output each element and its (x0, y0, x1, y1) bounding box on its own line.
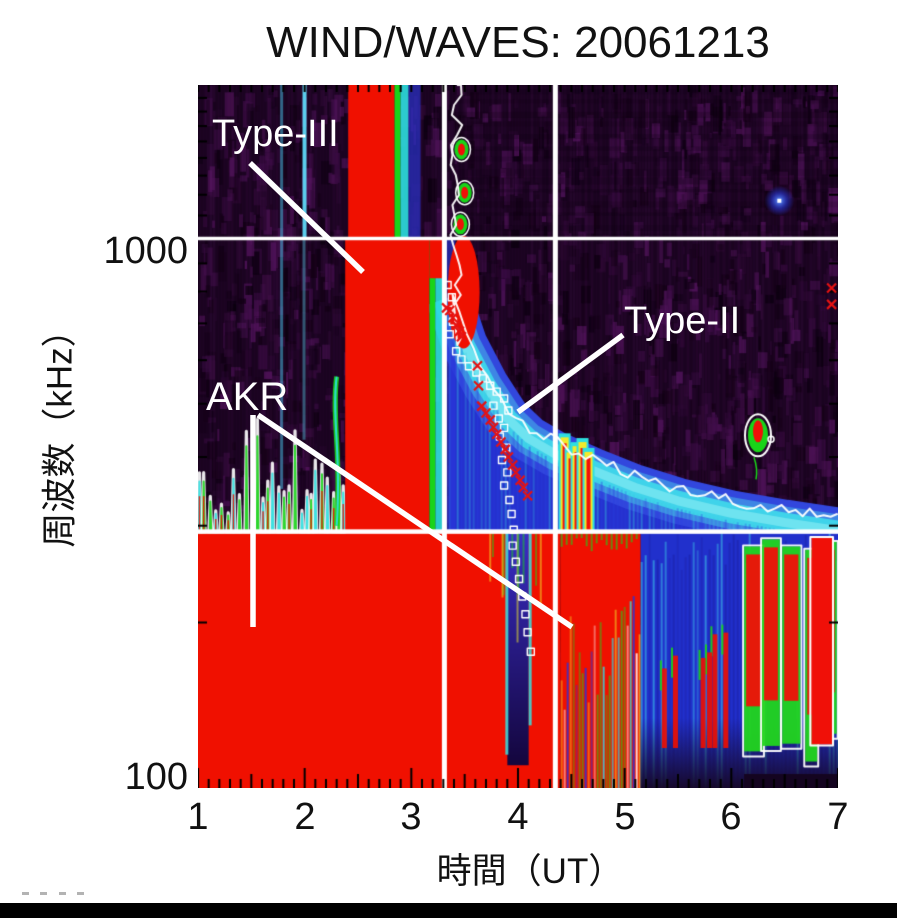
footer-dash (22, 892, 29, 895)
x-tick-3: 3 (400, 796, 422, 838)
spectrogram-canvas (198, 85, 838, 788)
x-tick-1: 1 (187, 796, 209, 838)
x-tick-2: 2 (294, 796, 316, 838)
y-axis-label: 周波数（kHz） (40, 312, 80, 548)
chart-title: WIND/WAVES: 20061213 (266, 18, 770, 67)
x-tick-6: 6 (720, 796, 742, 838)
y-tick-100: 100 (124, 756, 188, 798)
x-tick-5: 5 (614, 796, 636, 838)
footer-dash (59, 892, 66, 895)
bottom-black-bar (0, 903, 897, 918)
x-tick-7: 7 (827, 796, 849, 838)
y-tick-1000: 1000 (103, 230, 188, 272)
footer-dash (40, 892, 47, 895)
x-tick-4: 4 (507, 796, 529, 838)
x-axis-label: 時間（UT） (436, 852, 624, 891)
footer-dash (77, 892, 84, 895)
